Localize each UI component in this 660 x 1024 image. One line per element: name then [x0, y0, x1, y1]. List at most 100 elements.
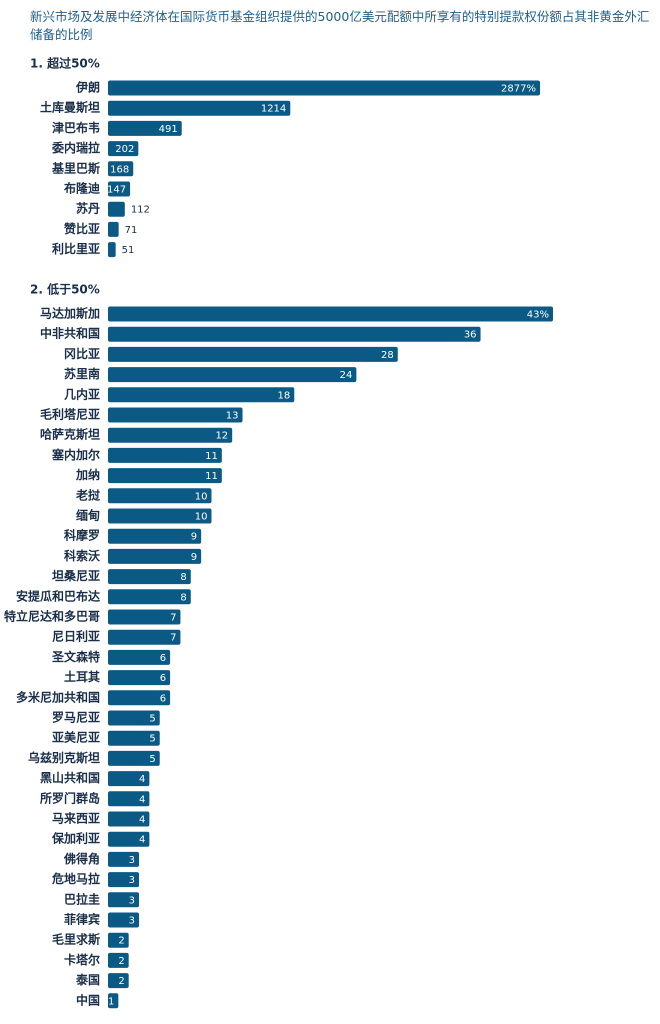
value-label: 28 — [381, 350, 394, 361]
category-label: 危地马拉 — [51, 871, 100, 886]
category-label: 菲律宾 — [64, 912, 100, 927]
bar — [108, 80, 540, 96]
category-label: 塞内加尔 — [52, 447, 100, 462]
value-label: 147 — [107, 185, 126, 196]
category-label: 冈比亚 — [64, 346, 100, 361]
bar — [108, 181, 131, 197]
category-label: 圣文森特 — [51, 649, 100, 664]
bar — [108, 872, 140, 888]
value-label: 12 — [215, 431, 228, 442]
bar — [108, 791, 150, 807]
value-label: 2 — [118, 956, 124, 967]
value-label: 1214 — [261, 104, 286, 115]
value-label: 6 — [160, 653, 166, 664]
bar — [108, 427, 233, 443]
category-label: 赞比亚 — [63, 221, 100, 236]
bar — [108, 387, 295, 403]
bar — [108, 242, 116, 258]
category-label: 毛里求斯 — [52, 932, 100, 947]
value-label: 6 — [160, 693, 166, 704]
value-label: 8 — [180, 572, 186, 583]
category-label: 乌兹别克斯坦 — [28, 750, 100, 765]
bar — [108, 629, 181, 645]
bar — [108, 952, 129, 968]
value-label: 3 — [129, 916, 135, 927]
category-label: 缅甸 — [76, 508, 100, 523]
bar — [108, 771, 150, 787]
bar — [108, 367, 357, 383]
category-label: 加纳 — [75, 467, 100, 482]
category-label: 特立尼达和多巴哥 — [4, 609, 100, 624]
category-label: 苏里南 — [64, 366, 100, 381]
category-label: 苏丹 — [76, 201, 100, 216]
category-label: 坦桑尼亚 — [52, 569, 100, 583]
bar — [108, 750, 160, 766]
category-label: 土库曼斯坦 — [40, 100, 100, 115]
bar — [108, 973, 129, 989]
bar — [108, 892, 140, 908]
panel-heading: 1. 超过50% — [30, 56, 100, 71]
bar — [108, 609, 181, 625]
bar — [108, 326, 481, 342]
bar — [108, 120, 182, 136]
bar — [108, 100, 291, 116]
bar — [108, 851, 140, 867]
category-label: 亚美尼亚 — [52, 730, 100, 745]
category-label: 安提瓜和巴布达 — [16, 588, 100, 603]
bar — [108, 710, 160, 726]
value-label: 5 — [149, 754, 155, 765]
category-label: 罗马尼亚 — [52, 710, 100, 725]
value-label: 7 — [170, 613, 176, 624]
bar — [108, 508, 212, 524]
bar — [108, 670, 171, 686]
value-label: 10 — [195, 491, 208, 502]
value-label: 51 — [122, 245, 135, 256]
value-label: 43% — [527, 310, 549, 321]
category-label: 委内瑞拉 — [51, 140, 100, 155]
category-label: 中非共和国 — [40, 326, 100, 341]
value-label: 9 — [191, 532, 197, 543]
category-label: 几内亚 — [64, 386, 100, 401]
value-label: 3 — [129, 875, 135, 886]
bar — [108, 488, 212, 504]
value-label: 6 — [160, 673, 166, 684]
bar — [108, 407, 243, 423]
bar — [108, 811, 150, 827]
value-label: 5 — [149, 734, 155, 745]
bar — [108, 306, 553, 322]
category-label: 佛得角 — [63, 851, 100, 866]
category-label: 毛利塔尼亚 — [40, 407, 100, 422]
bar — [108, 730, 160, 746]
category-label: 津巴布韦 — [52, 120, 100, 135]
bar — [108, 912, 140, 928]
value-label: 4 — [139, 835, 145, 846]
category-label: 科索沃 — [64, 548, 100, 563]
bar — [108, 221, 119, 237]
value-label: 71 — [125, 225, 138, 236]
category-label: 老挝 — [76, 487, 101, 502]
category-label: 泰国 — [75, 972, 100, 987]
value-label: 11 — [205, 451, 218, 462]
category-label: 保加利亚 — [51, 831, 100, 846]
value-label: 3 — [129, 895, 135, 906]
value-label: 3 — [129, 855, 135, 866]
category-label: 利比里亚 — [52, 241, 100, 256]
value-label: 4 — [139, 774, 145, 785]
bar — [108, 649, 171, 665]
category-label: 哈萨克斯坦 — [40, 427, 100, 442]
bar — [108, 548, 202, 564]
category-label: 伊朗 — [75, 80, 100, 95]
value-label: 18 — [278, 390, 291, 401]
value-label: 7 — [170, 633, 176, 644]
value-label: 8 — [180, 592, 186, 603]
bar — [108, 993, 119, 1009]
bar — [108, 690, 171, 706]
bar — [108, 161, 134, 177]
value-label: 36 — [464, 330, 477, 341]
bar — [108, 528, 202, 544]
category-label: 尼日利亚 — [52, 629, 100, 644]
value-label: 2 — [118, 976, 124, 987]
category-label: 中国 — [76, 992, 100, 1007]
